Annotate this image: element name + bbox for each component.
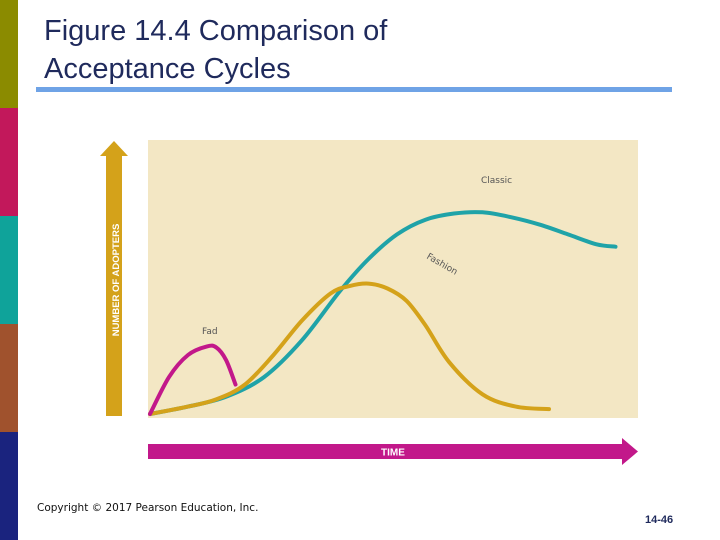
title-rule <box>36 87 672 92</box>
classic-label: Classic <box>481 176 512 186</box>
x-axis-arrow <box>148 438 638 465</box>
slide-title-line1: Figure 14.4 Comparison of <box>44 15 388 47</box>
plot-background <box>148 140 638 418</box>
x-axis-label: TIME <box>381 448 405 459</box>
slide-title-line2: Acceptance Cycles <box>44 53 291 85</box>
side-strip-4 <box>0 324 18 432</box>
side-strip-3 <box>0 216 18 324</box>
series-line-fad <box>148 343 238 416</box>
side-strip-1 <box>0 0 18 108</box>
y-axis-label: NUMBER OF ADOPTERS <box>111 224 122 337</box>
series-line-fashion <box>148 281 551 416</box>
fad-label: Fad <box>202 327 218 337</box>
side-strip-2 <box>0 108 18 216</box>
copyright-text: Copyright © 2017 Pearson Education, Inc. <box>37 502 259 514</box>
side-strip-5 <box>0 432 18 540</box>
y-axis-arrow <box>100 141 128 416</box>
series-line-classic <box>148 210 618 416</box>
page-number: 14-46 <box>645 514 674 526</box>
series-layer <box>148 210 618 416</box>
slide-title: Figure 14.4 Comparison of Acceptance Cyc… <box>44 12 644 88</box>
